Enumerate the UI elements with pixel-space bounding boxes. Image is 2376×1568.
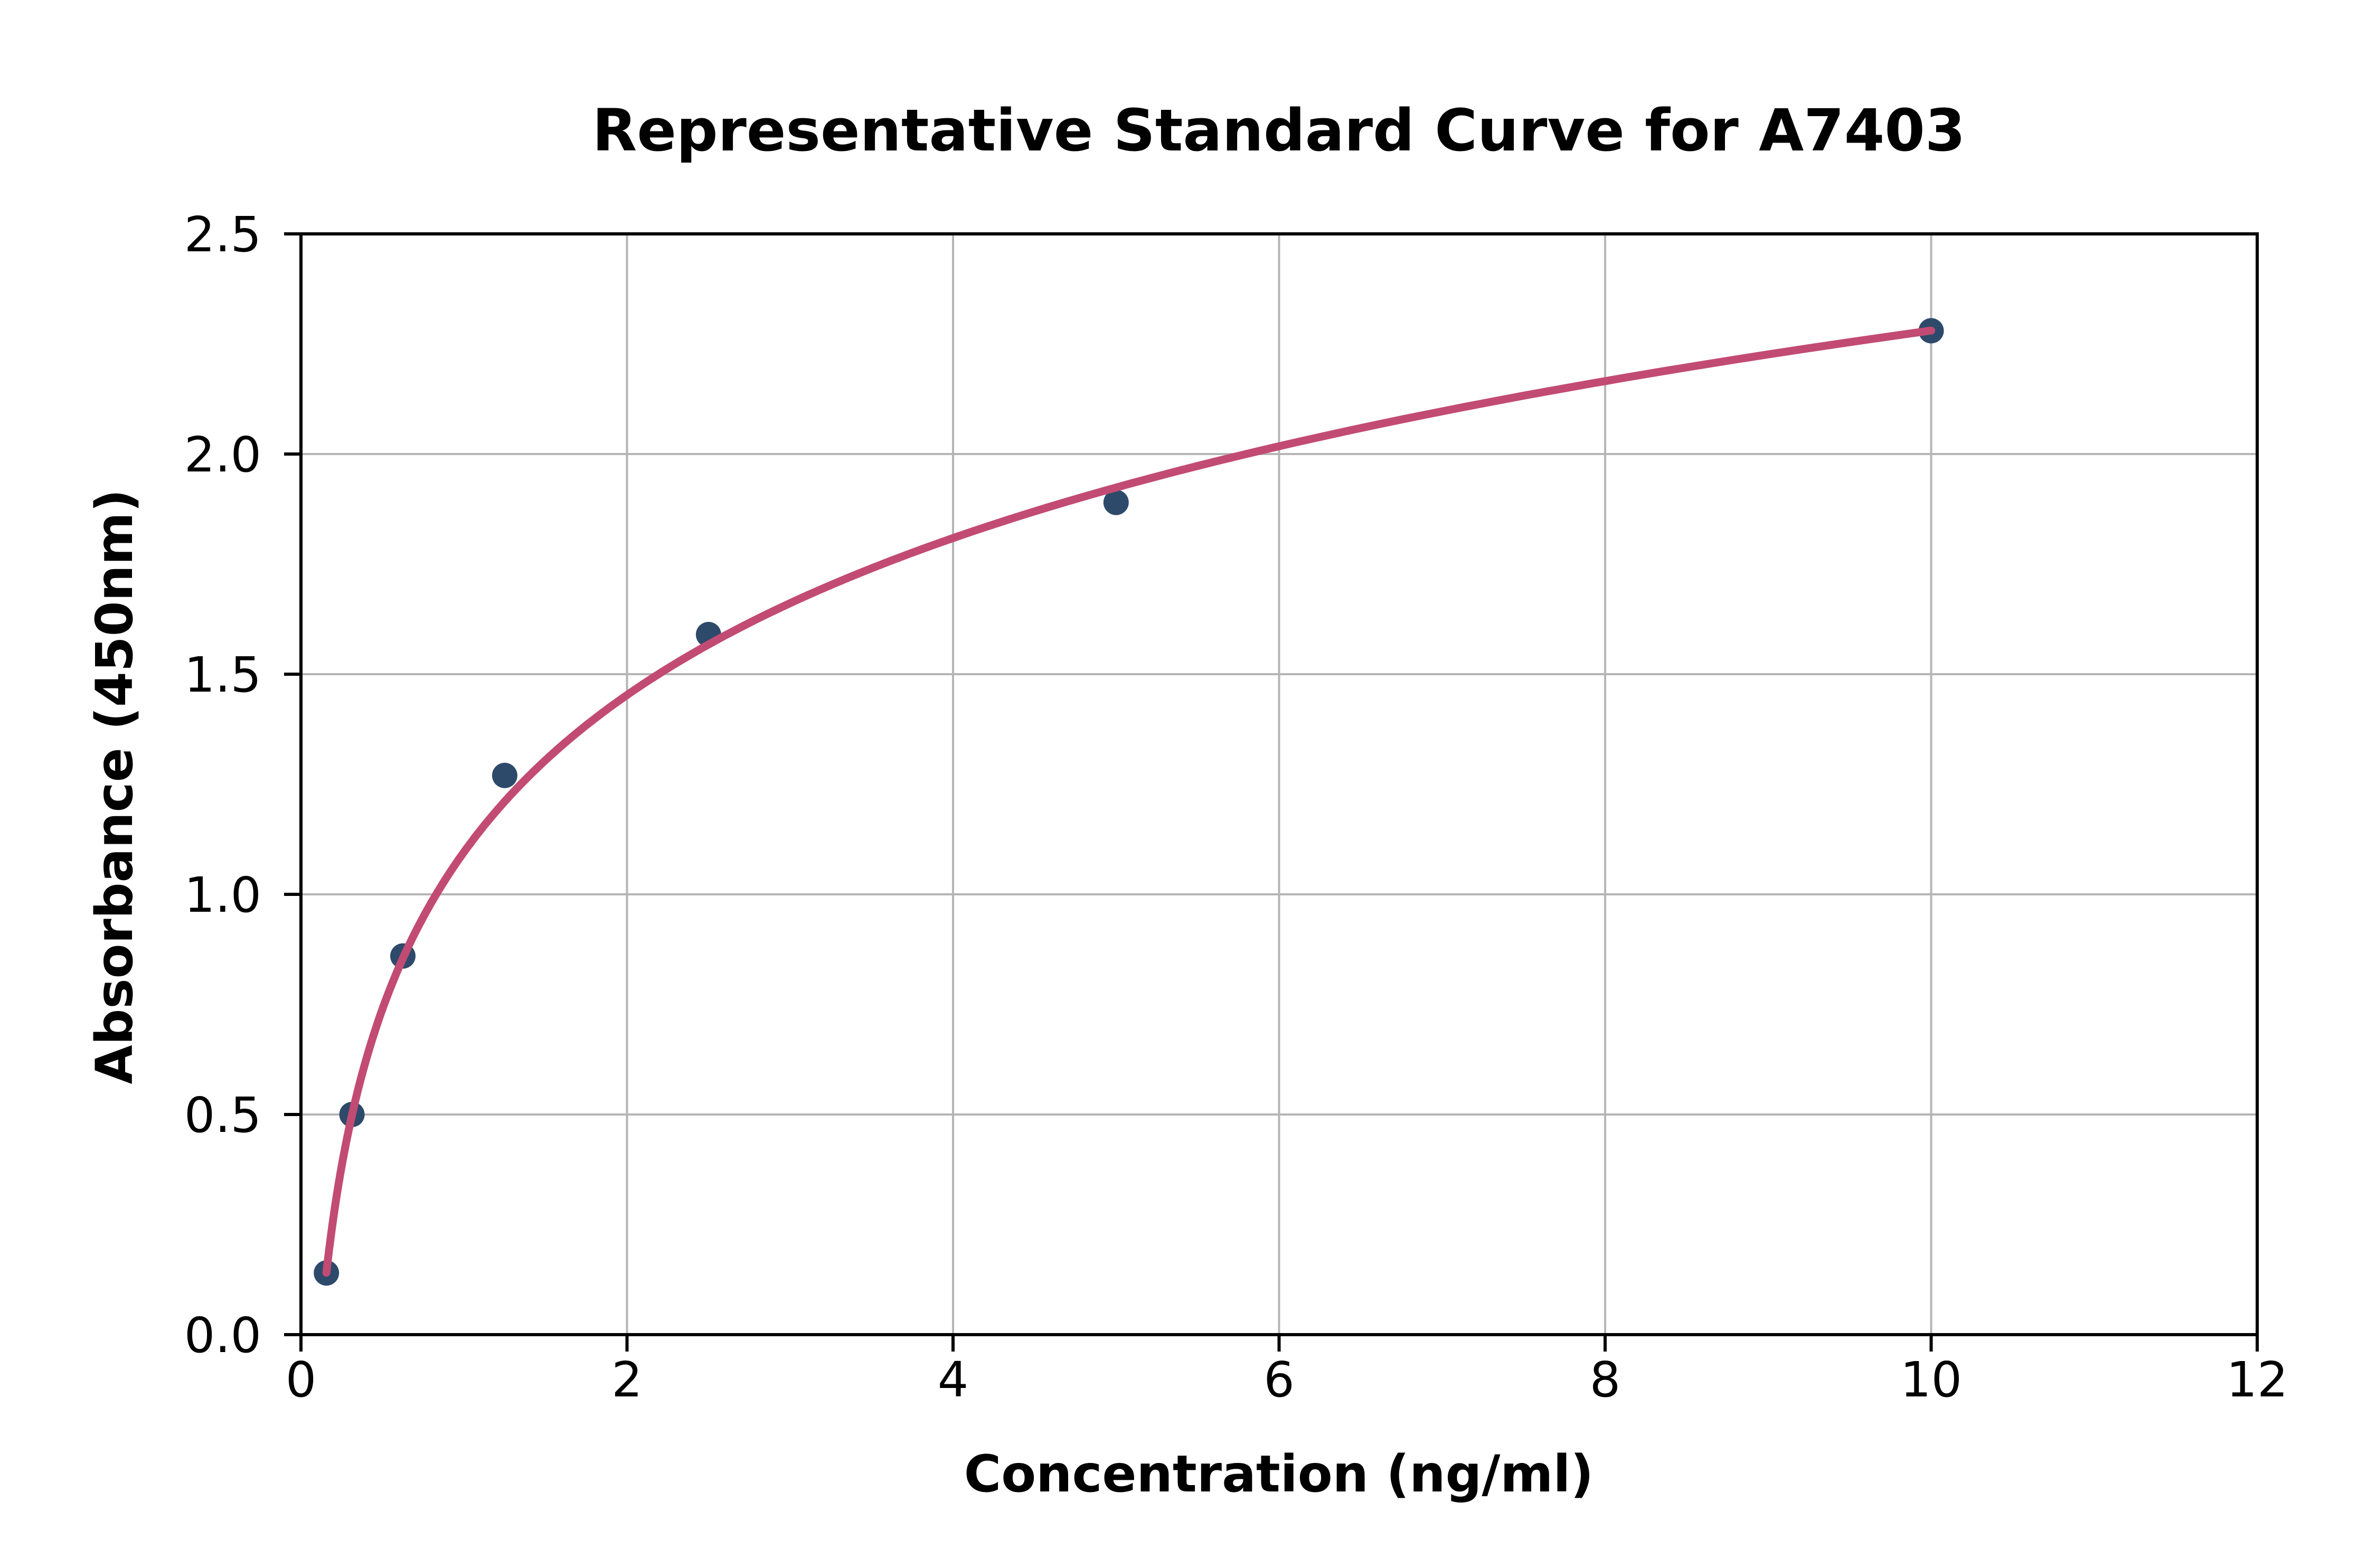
chart-title: Representative Standard Curve for A7403 (592, 97, 1966, 164)
y-axis-label: Absorbance (450nm) (85, 489, 144, 1084)
x-tick-label: 0 (286, 1352, 317, 1408)
axis-ticks (284, 232, 2259, 1352)
y-tick-label: 1.0 (184, 867, 261, 923)
x-tick-label: 8 (1590, 1352, 1621, 1408)
data-point (492, 762, 517, 788)
fit-curve-series (322, 326, 1935, 1277)
y-tick-label: 2.5 (184, 206, 261, 263)
tick-labels: 0 2 4 6 8 10 12 0.0 0.5 1.0 1.5 2.0 2.5 (184, 206, 2288, 1408)
x-tick-label: 6 (1264, 1352, 1295, 1408)
gridlines (301, 234, 2257, 1335)
x-tick-label: 12 (2226, 1352, 2288, 1408)
x-tick-label: 10 (1900, 1352, 1962, 1408)
y-tick-label: 0.0 (184, 1307, 261, 1364)
plot-frame (299, 232, 2259, 1336)
y-tick-label: 2.0 (184, 427, 261, 483)
data-points-series (314, 318, 1944, 1286)
x-tick-label: 2 (611, 1352, 643, 1408)
data-point (1103, 489, 1129, 515)
x-tick-label: 4 (938, 1352, 969, 1408)
plot-frame-rect (299, 232, 2259, 1336)
y-tick-label: 1.5 (184, 647, 261, 703)
fit-curve-path (322, 326, 1935, 1277)
x-axis-label: Concentration (ng/ml) (964, 1444, 1594, 1504)
y-tick-label: 0.5 (184, 1087, 261, 1144)
